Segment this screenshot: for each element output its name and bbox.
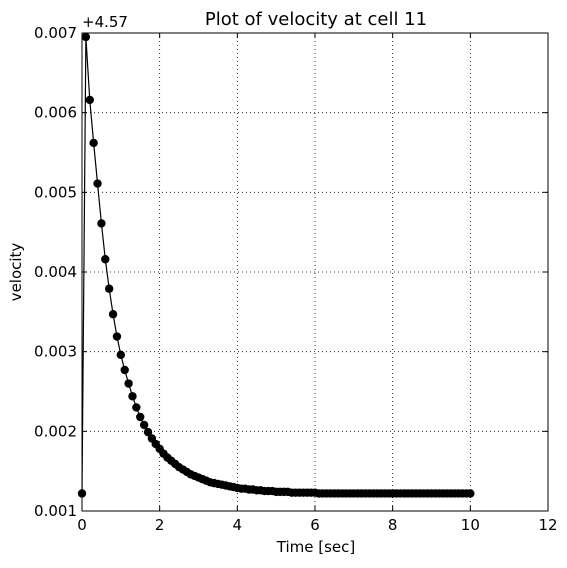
y-tick-label: 0.006 [34,104,77,122]
data-point [97,219,106,228]
grid-layer [82,33,548,511]
y-tick-label: 0.003 [34,343,77,361]
data-point [101,255,110,264]
x-tick-label: 2 [155,516,165,534]
x-tick-label: 4 [233,516,243,534]
y-tick-label: 0.004 [34,263,77,281]
data-point [81,32,91,42]
data-point [143,427,153,437]
data-point [112,332,122,341]
x-tick-label: 8 [388,516,398,534]
data-point [466,489,475,498]
x-tick-label: 0 [77,516,87,534]
x-tick-label: 6 [310,516,320,534]
data-point [120,365,129,375]
y-tick-label: 0.001 [34,502,77,520]
data-point [93,179,102,188]
y-axis-label: velocity [7,243,25,302]
data-point [89,138,98,148]
data-point [132,403,141,412]
tick-layer: 0 2 4 6 8 10 12 0.001 0.002 0.003 0.004 0.005 0.006 0… [34,24,558,534]
data-point [85,95,94,105]
y-offset-label: +4.57 [82,13,128,31]
data-point [136,412,145,422]
x-axis-label: Time [sec] [276,538,355,556]
y-tick-label: 0.002 [34,422,77,440]
data-point [116,350,126,360]
y-tick-label: 0.007 [34,24,77,42]
chart-title: Plot of velocity at cell 11 [205,9,427,30]
series-layer [77,32,475,498]
data-point [139,420,149,430]
data-point [108,310,118,319]
y-tick-label: 0.005 [34,183,77,201]
data-point [128,392,137,401]
data-point [124,379,133,388]
x-tick-label: 10 [461,516,480,534]
data-point [104,284,114,293]
x-tick-label: 12 [538,516,557,534]
